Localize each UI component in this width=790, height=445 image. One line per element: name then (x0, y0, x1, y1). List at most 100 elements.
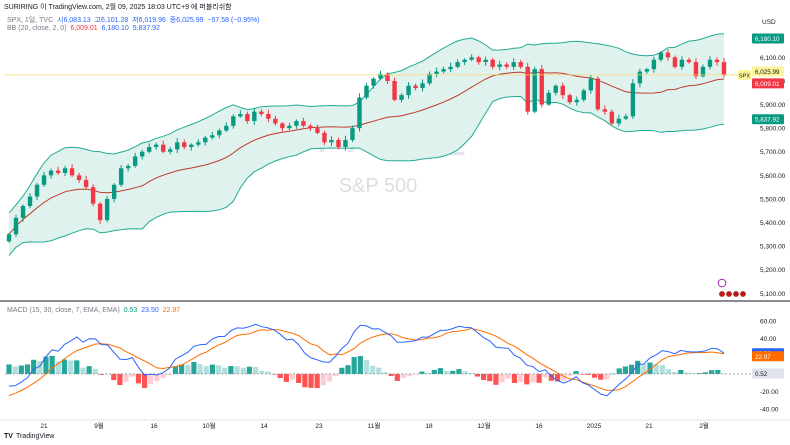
macd-hist-bar (598, 373, 604, 380)
macd-value-label-bg (752, 351, 784, 362)
macd-hist-bar (370, 365, 376, 374)
macd-hist-bar (191, 361, 197, 374)
candle-body (315, 128, 320, 133)
symbol-ohlc-legend[interactable]: SPX, 1일, TVC 시6,083.13 고6,101.28 저6,019.… (7, 15, 260, 25)
macd-value-label: 22.97 (755, 354, 771, 361)
macd-hist-bar (665, 369, 672, 374)
macd-hist-bar (715, 369, 721, 374)
candle-body (125, 165, 131, 169)
open-value: 시6,083.13 (57, 17, 91, 24)
macd-hist-bar (172, 366, 179, 374)
footer: TV TradingView (4, 433, 54, 440)
macd-hist-bar (178, 364, 185, 374)
candle-body (139, 151, 145, 157)
macd-hist-bar (222, 367, 228, 374)
macd-signal-line (8, 327, 725, 397)
macd-hist-bar (505, 373, 511, 379)
macd-hist-bar (98, 373, 105, 375)
candle-body (448, 66, 453, 70)
macd-hist-bar (12, 366, 18, 374)
macd-hist-bar (721, 373, 727, 375)
candle-body (238, 114, 243, 117)
price-value-label-bg (738, 69, 751, 80)
candle-body (497, 64, 502, 67)
macd-hist-bar (622, 366, 628, 374)
macd-hist-bar (524, 373, 530, 385)
macd-histogram (6, 355, 727, 389)
economic-event-flag-icon[interactable] (725, 290, 733, 298)
macd-hist-bar (561, 373, 567, 381)
price-chart[interactable]: SPX, 1날 S&P 500 USD6,100.006,000.005,900… (0, 0, 790, 432)
candle-body (13, 217, 19, 235)
price-tick-label: 5,500.00 (760, 196, 786, 203)
bb-upper-value: 6,180.10 (101, 25, 129, 32)
macd-hist-bar (246, 366, 252, 374)
macd-legend[interactable]: MACD (15, 30, close, 7, EMA, EMA) 0.53 2… (7, 307, 180, 314)
bb-indicator-name[interactable]: BB (20, close, 2, 0) (7, 25, 67, 32)
candle-body (630, 83, 636, 117)
macd-hist-bar (493, 373, 499, 385)
macd-hist-bar (548, 373, 555, 381)
candle-body (371, 78, 376, 86)
candle-body (350, 128, 355, 140)
macd-hist-bar (591, 373, 598, 378)
macd-lines (5, 323, 752, 397)
candle-body (182, 142, 187, 148)
time-tick-label: 23 (315, 423, 323, 430)
price-tick-label: 5,100.00 (760, 291, 786, 298)
candle-body (707, 59, 713, 67)
macd-hist-bar (604, 373, 610, 380)
macd-hist-bar (117, 373, 123, 386)
candle-body (539, 69, 544, 105)
macd-hist-bar (43, 356, 49, 374)
macd-hist-bar (628, 364, 635, 374)
macd-hist-bar (74, 360, 80, 374)
high-value: 고6,101.28 (94, 17, 129, 24)
candle-body (721, 62, 727, 76)
price-value-label-bg (752, 78, 784, 89)
macd-tick-label: -20.00 (760, 389, 779, 396)
candle-body (111, 184, 117, 199)
macd-indicator-name[interactable]: MACD (15, 30, close, 7, EMA, EMA) (7, 307, 120, 314)
candle-body (616, 118, 622, 124)
macd-tick-label: 60.00 (760, 319, 777, 326)
time-tick-label: 11월 (368, 421, 381, 430)
candle-body (252, 111, 257, 122)
candle-body (76, 175, 82, 181)
macd-hist-bar (653, 364, 659, 374)
macd-hist-bar (61, 359, 68, 374)
candle-body (168, 149, 173, 152)
axis-value-labels: 6,180.10SPX6,025.996,009.015,837.9223.50… (738, 33, 784, 379)
macd-hist-bar (431, 369, 437, 374)
macd-hist-bar (68, 360, 74, 374)
candle-body (90, 187, 96, 204)
bb-lower-value: 5,837.92 (132, 25, 160, 32)
candle-body (146, 147, 152, 152)
price-value-label: SPX (739, 73, 750, 79)
economic-event-flag-icon[interactable] (718, 290, 726, 298)
macd-hist-bar (641, 364, 647, 374)
candle-body (27, 196, 33, 206)
macd-hist-bar (185, 364, 191, 374)
candle-body (118, 168, 124, 185)
event-markers[interactable] (717, 278, 747, 298)
event-bolt-icon[interactable] (717, 278, 727, 288)
candle-body (658, 52, 664, 60)
macd-line-value: 23.50 (141, 307, 159, 314)
macd-hist-bar (400, 373, 407, 379)
candle-body (301, 121, 306, 126)
macd-hist-bar (123, 373, 129, 382)
candle-body (567, 95, 572, 103)
candle-body (69, 168, 75, 176)
symbol-label[interactable]: SPX, 1일, TVC (7, 17, 54, 24)
economic-event-flag-icon[interactable] (732, 290, 740, 298)
bollinger-legend[interactable]: BB (20, close, 2, 0) 6,009.01 6,180.10 5… (7, 25, 160, 32)
macd-hist-bar (542, 373, 548, 378)
candle-body (399, 95, 404, 100)
economic-event-flag-icon[interactable] (739, 290, 747, 298)
macd-hist-bar (148, 373, 154, 384)
macd-hist-bar (31, 359, 37, 374)
candle-body (83, 180, 89, 188)
candle-body (490, 59, 495, 67)
candle-body (336, 139, 341, 148)
